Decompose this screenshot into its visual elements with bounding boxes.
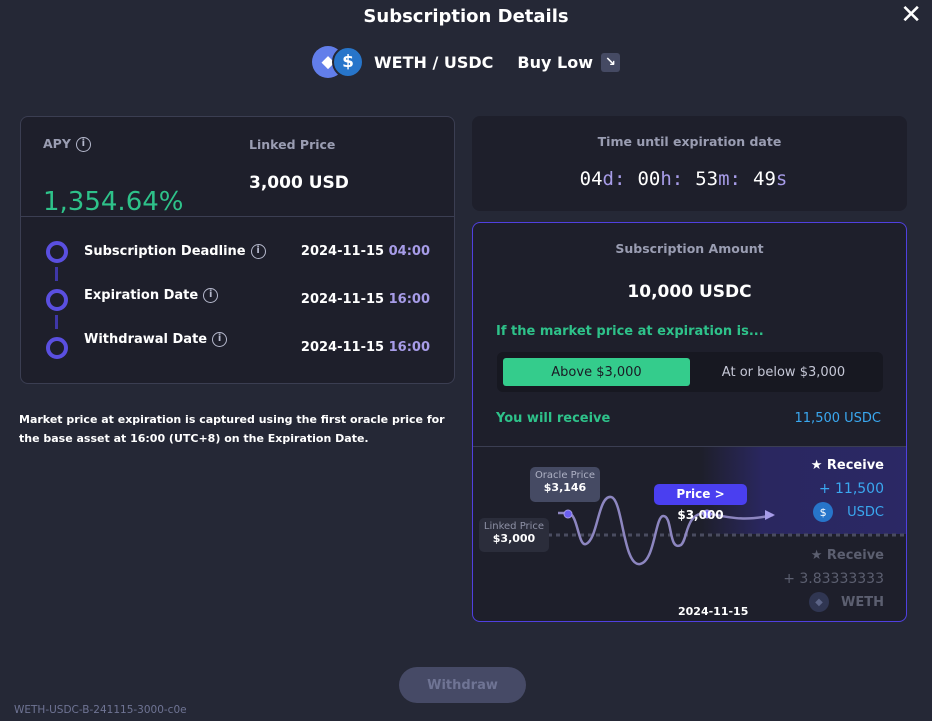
downside-amount: + 3.83333333 [783,571,884,587]
timeline-dot [46,337,68,359]
condition-tag: Price > $3,000 [654,484,747,522]
direction-label: Buy Low [517,52,593,72]
oracle-note: Market price at expiration is captured u… [19,413,445,445]
downside-asset: ◆ WETH [809,592,884,612]
timeline-item-withdrawal-date: Withdrawal Date i [84,332,228,347]
apy-label: APY [43,136,71,151]
summary-card: APY i 1,354.64% Linked Price 3,000 USD Su… [20,116,455,384]
divider [21,216,454,217]
timeline-dot [46,289,68,311]
chart-date: 2024-11-15 [678,605,749,618]
linked-price-label: Linked Price [249,137,336,152]
withdrawal-date-value: 2024-11-15 16:00 [300,340,430,355]
arrow-down-right-icon: ↘ [600,52,620,72]
linked-price-tag: Linked Price $3,000 [479,518,549,552]
subscription-amount-value: 10,000 USDC [627,282,752,302]
option-at-or-below[interactable]: At or below $3,000 [721,364,846,380]
price-curve [548,495,906,566]
condition-label: If the market price at expiration is... [496,324,764,339]
oracle-point [563,509,573,519]
countdown-card: Time until expiration date 04d: 00h: 53m: 4… [472,116,907,211]
withdraw-button[interactable]: Withdraw [399,667,526,703]
price-scenario-toggle: Above $3,000 At or below $3,000 [497,352,883,392]
usdc-icon: $ [332,46,365,78]
linked-price-value: 3,000 USD [249,173,349,193]
info-icon[interactable]: i [75,137,91,152]
subscription-amount-label: Subscription Amount [615,241,764,256]
timeline-line [55,267,58,281]
receive-value: 11,500 USDC [794,411,881,426]
receive-label: You will receive [496,411,611,426]
countdown-timer: 04d: 00h: 53m: 49s [579,168,788,190]
pair-label: WETH / USDC [374,52,494,72]
upside-amount: + 11,500 [818,481,884,497]
expiration-date-value: 2024-11-15 16:00 [300,292,430,307]
timeline-item-subscription-deadline: Subscription Deadline i [84,244,266,259]
option-above[interactable]: Above $3,000 [503,358,690,386]
info-icon[interactable]: i [212,332,228,347]
upside-receive-label: ★ Receive [810,458,884,473]
countdown-label: Time until expiration date [597,134,782,149]
timeline-dot [46,241,68,263]
arrow-head [765,510,775,520]
product-id: WETH-USDC-B-241115-3000-c0e [14,704,187,716]
pair-header: ◆ $ WETH / USDC Buy Low ↘ [0,46,932,78]
eth-icon: ◆ [809,592,830,612]
subscription-card: Subscription Amount 10,000 USDC If the m… [472,222,907,622]
subscription-deadline-value: 2024-11-15 04:00 [300,244,430,259]
modal-title: Subscription Details [363,6,569,27]
usdc-icon: $ [813,502,834,522]
oracle-price-tag: Oracle Price $3,146 [530,467,600,502]
upside-asset: $ USDC [813,502,884,522]
downside-receive-label: ★ Receive [810,548,884,563]
info-icon[interactable]: i [203,288,219,303]
timeline-item-expiration-date: Expiration Date i [84,288,219,303]
price-path [558,495,774,566]
payoff-chart: Oracle Price $3,146 Linked Price $3,000 Pr… [473,446,906,621]
info-icon[interactable]: i [250,244,266,259]
close-icon[interactable]: ✕ [900,0,922,30]
timeline-line [55,315,58,329]
apy-value: 1,354.64% [43,187,184,217]
expiry-point [702,509,712,519]
